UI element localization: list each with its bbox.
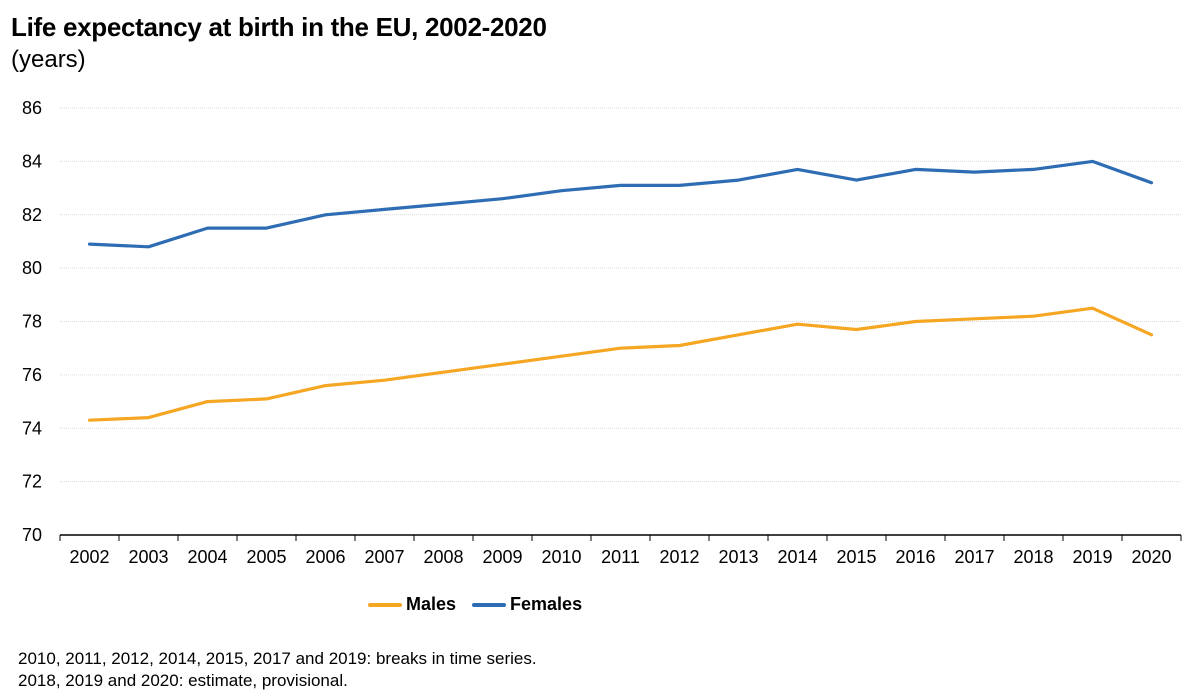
x-tick-label-2020: 2020 bbox=[1131, 547, 1171, 567]
footnote-breaks: 2010, 2011, 2012, 2014, 2015, 2017 and 2… bbox=[18, 649, 537, 668]
x-tick-label-2002: 2002 bbox=[69, 547, 109, 567]
x-tick-label-2019: 2019 bbox=[1072, 547, 1112, 567]
x-tick-label-2012: 2012 bbox=[659, 547, 699, 567]
series-line-females bbox=[87, 159, 1154, 249]
x-tick-label-2010: 2010 bbox=[541, 547, 581, 567]
x-tick-label-2016: 2016 bbox=[895, 547, 935, 567]
y-tick-label-70: 70 bbox=[22, 525, 42, 545]
x-tick-label-2003: 2003 bbox=[128, 547, 168, 567]
x-tick-label-2015: 2015 bbox=[836, 547, 876, 567]
legend-item-females: Females bbox=[472, 594, 582, 615]
x-tick-label-2004: 2004 bbox=[187, 547, 227, 567]
legend-swatch-males bbox=[368, 602, 402, 607]
x-tick-label-2005: 2005 bbox=[246, 547, 286, 567]
y-axis-ticks: 70 72 74 76 78 80 82 84 86 bbox=[22, 98, 42, 545]
x-tick-label-2018: 2018 bbox=[1013, 547, 1053, 567]
x-tick-label-2007: 2007 bbox=[364, 547, 404, 567]
footnotes: 2010, 2011, 2012, 2014, 2015, 2017 and 2… bbox=[18, 648, 537, 692]
y-tick-label-82: 82 bbox=[22, 205, 42, 225]
y-tick-label-80: 80 bbox=[22, 258, 42, 278]
footnote-estimate: 2018, 2019 and 2020: estimate, provision… bbox=[18, 671, 348, 690]
legend-label-females: Females bbox=[510, 594, 583, 614]
chart-title: Life expectancy at birth in the EU, 2002… bbox=[11, 12, 547, 42]
y-tick-label-84: 84 bbox=[22, 151, 42, 171]
y-tick-label-86: 86 bbox=[22, 98, 42, 118]
legend-label-males: Males bbox=[406, 594, 457, 614]
y-tick-label-76: 76 bbox=[22, 365, 42, 385]
legend-swatch-females bbox=[472, 602, 507, 607]
y-tick-label-78: 78 bbox=[22, 312, 42, 332]
x-tick-label-2011: 2011 bbox=[601, 547, 640, 567]
x-tick-label-2014: 2014 bbox=[777, 547, 817, 567]
y-tick-label-72: 72 bbox=[22, 472, 42, 492]
x-tick-label-2017: 2017 bbox=[954, 547, 994, 567]
series-lines bbox=[87, 159, 1154, 422]
x-axis: 2002 2003 2004 2005 2006 2007 2008 2009 2010 2011… bbox=[59, 534, 1182, 567]
x-tick-label-2009: 2009 bbox=[482, 547, 522, 567]
y-tick-label-74: 74 bbox=[22, 418, 42, 438]
x-tick-label-2013: 2013 bbox=[718, 547, 758, 567]
legend: Males Females bbox=[368, 594, 598, 615]
x-tick-label-2008: 2008 bbox=[423, 547, 463, 567]
chart-subtitle: (years) bbox=[11, 46, 86, 73]
legend-item-males: Males bbox=[368, 594, 456, 615]
x-tick-label-2006: 2006 bbox=[305, 547, 345, 567]
series-line-males bbox=[87, 306, 1154, 422]
gridlines bbox=[60, 107, 1181, 483]
